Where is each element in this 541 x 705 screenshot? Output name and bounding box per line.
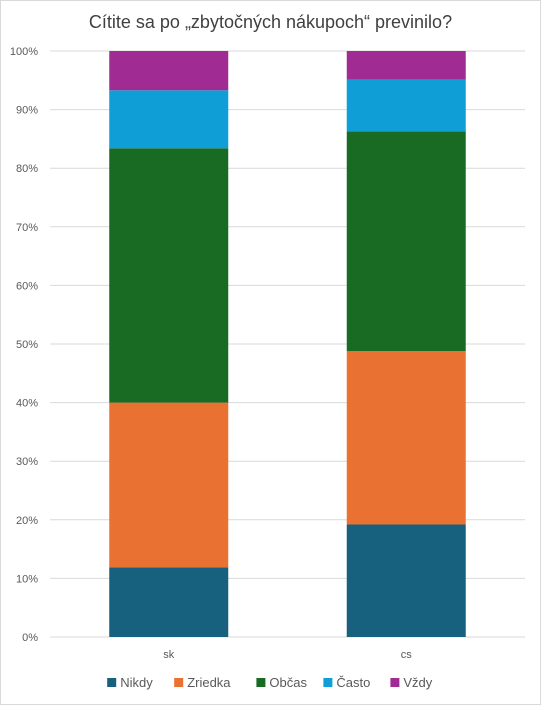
bar-sk-zriedka	[109, 402, 229, 568]
bar-cs-často	[346, 79, 466, 132]
legend-swatch	[323, 678, 333, 687]
y-tick-label: 20%	[16, 515, 38, 527]
bar-cs-vždy	[346, 51, 466, 80]
y-tick-label: 60%	[16, 280, 38, 292]
legend-swatch	[174, 678, 184, 687]
bar-sk-vždy	[109, 51, 229, 91]
legend-swatch	[107, 678, 117, 687]
y-tick-label: 70%	[16, 222, 38, 234]
y-tick-label: 100%	[10, 46, 38, 58]
bar-sk-občas	[109, 148, 229, 403]
x-tick-label: sk	[163, 649, 175, 661]
y-tick-label: 30%	[16, 456, 38, 468]
bar-cs-nikdy	[346, 524, 466, 637]
y-tick-label: 40%	[16, 398, 38, 410]
bar-cs-občas	[346, 131, 466, 352]
y-tick-label: 0%	[22, 632, 38, 644]
legend-label: Zriedka	[187, 675, 231, 690]
legend-label: Často	[336, 675, 370, 690]
bar-sk-nikdy	[109, 567, 229, 637]
x-tick-label: cs	[401, 649, 413, 661]
chart-title: Cítite sa po „zbytočných nákupoch“ previ…	[88, 12, 453, 32]
legend-label: Nikdy	[120, 675, 153, 690]
y-tick-label: 10%	[16, 573, 38, 585]
y-tick-label: 90%	[16, 105, 38, 117]
bar-cs-zriedka	[346, 351, 466, 525]
y-tick-label: 50%	[16, 339, 38, 351]
legend-swatch	[390, 678, 400, 687]
y-tick-label: 80%	[16, 163, 38, 175]
legend-swatch	[256, 678, 266, 687]
legend-label: Vždy	[403, 675, 432, 690]
bar-sk-často	[109, 90, 229, 149]
legend-label: Občas	[269, 675, 307, 690]
